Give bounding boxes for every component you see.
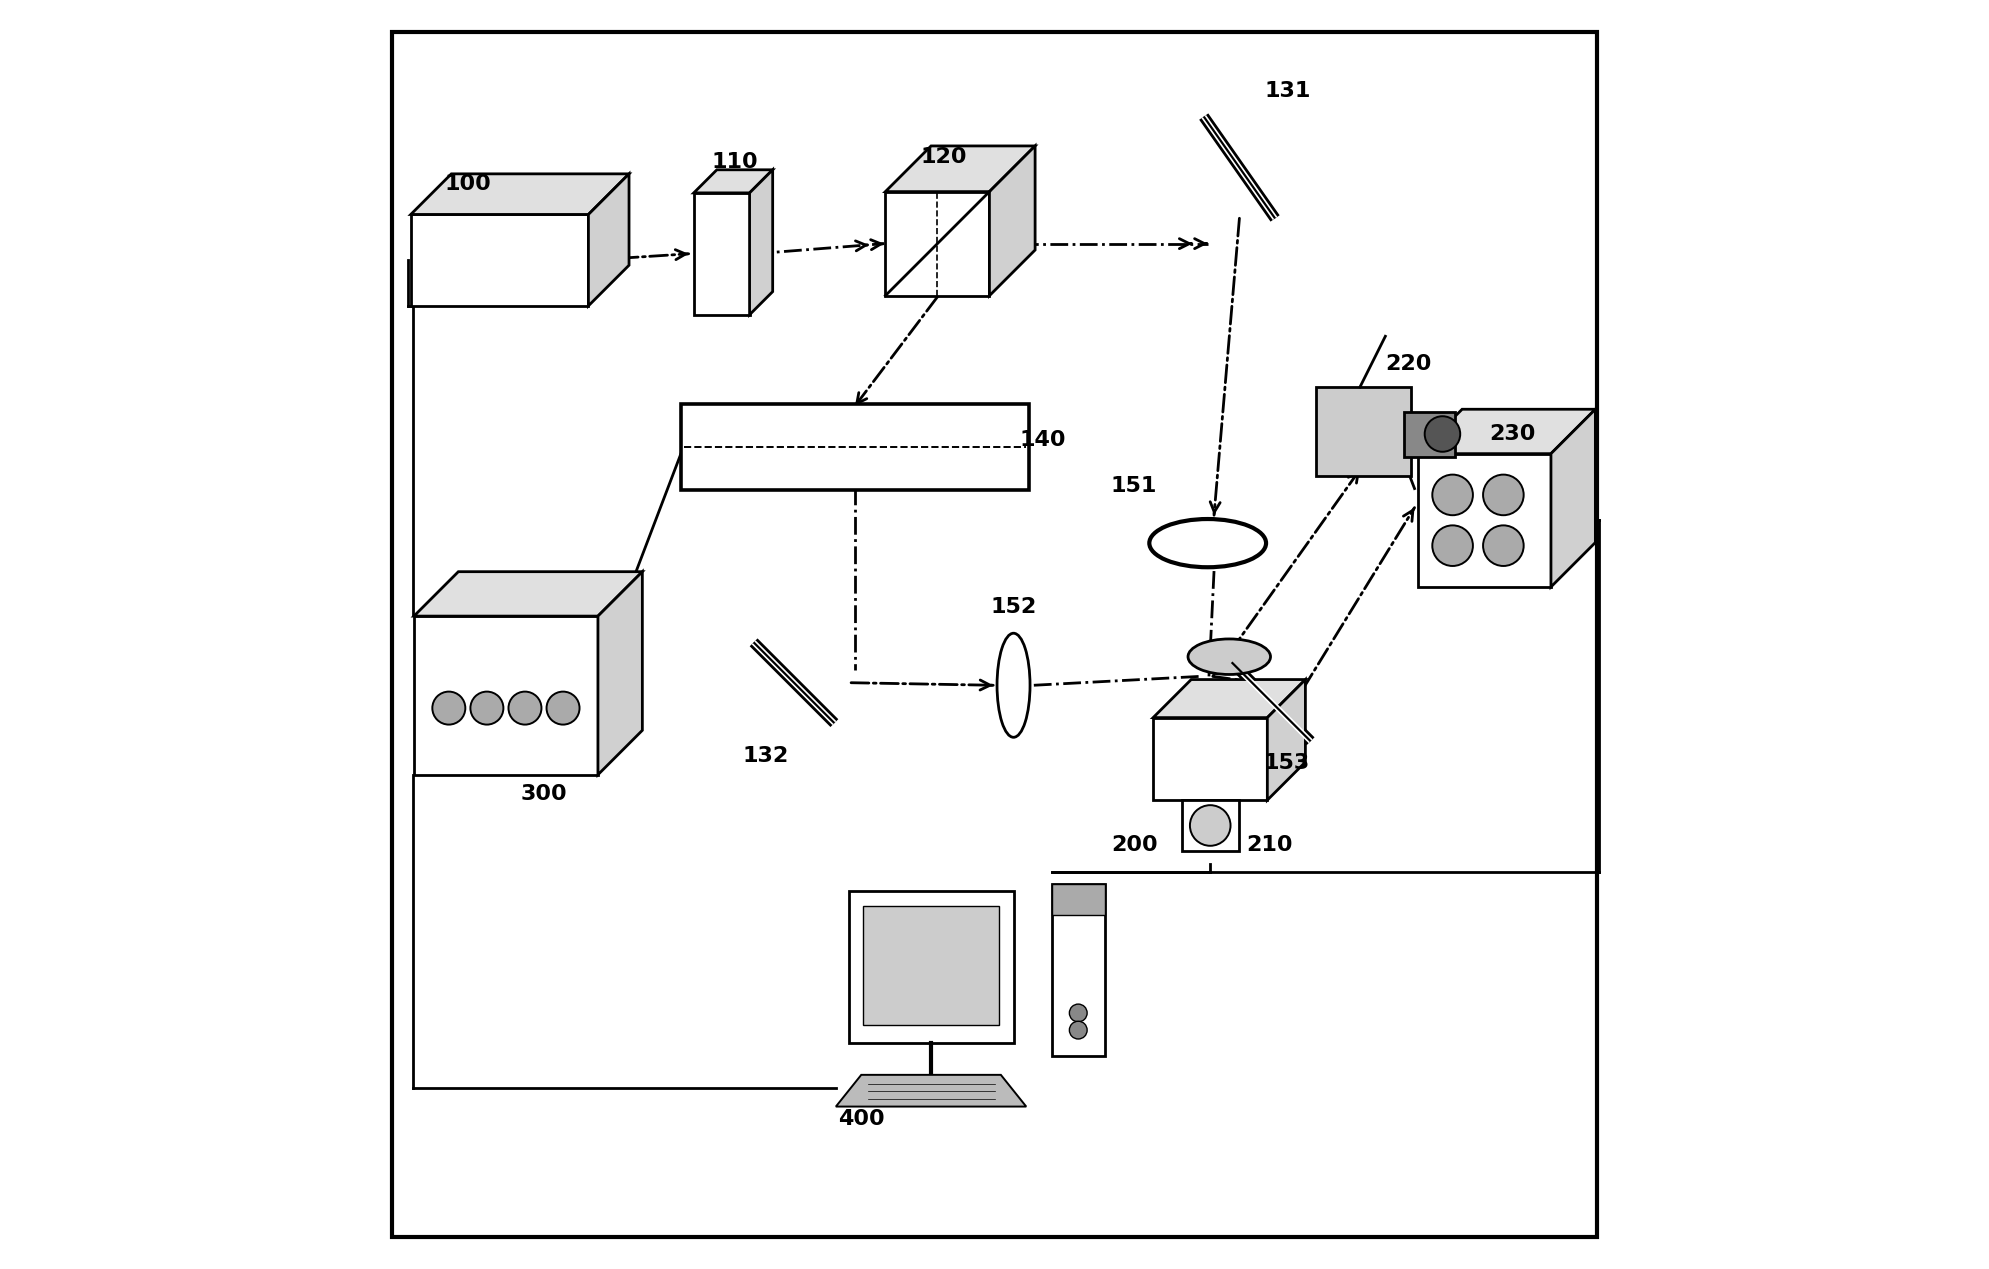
Circle shape	[1070, 1022, 1088, 1039]
Polygon shape	[589, 174, 629, 306]
FancyBboxPatch shape	[680, 404, 1028, 490]
Ellipse shape	[1187, 640, 1271, 675]
Polygon shape	[885, 146, 1034, 192]
Circle shape	[471, 692, 503, 725]
Text: 200: 200	[1110, 835, 1158, 855]
Text: 153: 153	[1263, 753, 1309, 773]
Polygon shape	[863, 906, 998, 1025]
Text: 230: 230	[1490, 424, 1536, 444]
Text: 132: 132	[744, 746, 790, 766]
Polygon shape	[1154, 718, 1267, 801]
Polygon shape	[599, 572, 642, 774]
Text: 210: 210	[1247, 835, 1293, 855]
Polygon shape	[849, 891, 1014, 1043]
Polygon shape	[989, 146, 1034, 296]
Polygon shape	[885, 192, 989, 296]
Circle shape	[547, 692, 579, 725]
Text: 110: 110	[710, 152, 758, 173]
Text: 100: 100	[444, 174, 491, 194]
Circle shape	[1432, 525, 1474, 566]
Polygon shape	[1267, 680, 1305, 801]
Polygon shape	[694, 170, 772, 193]
Circle shape	[1484, 525, 1524, 566]
Ellipse shape	[996, 633, 1030, 737]
Polygon shape	[1404, 412, 1456, 457]
Polygon shape	[412, 174, 629, 214]
Ellipse shape	[1150, 519, 1267, 567]
Text: 300: 300	[521, 784, 567, 805]
Polygon shape	[1418, 454, 1551, 586]
Circle shape	[1424, 416, 1460, 452]
Circle shape	[1432, 475, 1474, 515]
Text: 400: 400	[837, 1109, 885, 1129]
Circle shape	[1070, 1004, 1088, 1022]
Polygon shape	[835, 1075, 1026, 1107]
Polygon shape	[694, 193, 750, 315]
Text: 152: 152	[991, 596, 1036, 617]
Polygon shape	[1551, 410, 1595, 586]
Circle shape	[1189, 806, 1231, 845]
Circle shape	[1484, 475, 1524, 515]
Text: 151: 151	[1112, 476, 1158, 496]
Circle shape	[432, 692, 465, 725]
Text: 220: 220	[1384, 354, 1432, 374]
Polygon shape	[1181, 801, 1239, 850]
Polygon shape	[1052, 884, 1106, 915]
Circle shape	[509, 692, 541, 725]
Polygon shape	[412, 214, 589, 306]
Polygon shape	[1418, 410, 1595, 454]
Polygon shape	[1315, 387, 1410, 476]
Polygon shape	[1154, 680, 1305, 718]
Text: 131: 131	[1265, 81, 1311, 102]
Polygon shape	[414, 617, 599, 774]
Text: 140: 140	[1020, 430, 1066, 450]
Polygon shape	[750, 170, 772, 315]
Text: 120: 120	[921, 147, 967, 168]
Polygon shape	[414, 572, 642, 617]
Polygon shape	[1052, 884, 1106, 1056]
